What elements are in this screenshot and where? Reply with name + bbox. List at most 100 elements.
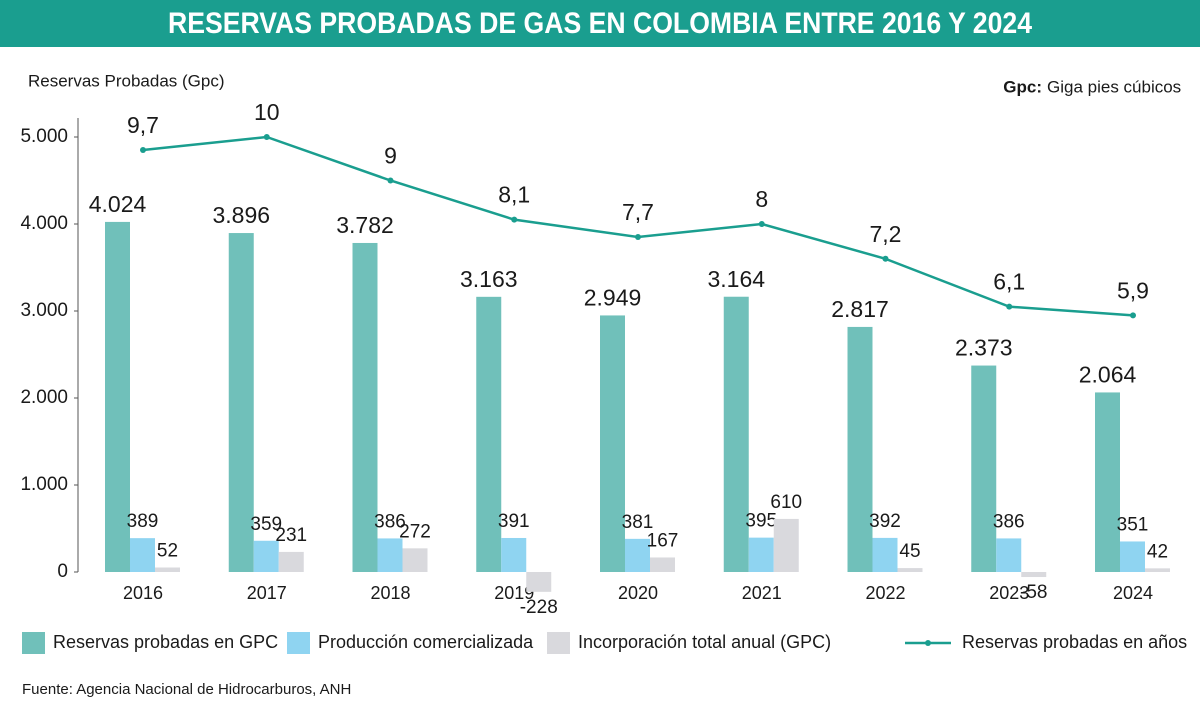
legend-label: Producción comercializada <box>318 632 534 652</box>
value-label: 389 <box>127 511 159 532</box>
bar <box>105 221 130 573</box>
value-label: 3.896 <box>212 202 270 228</box>
line-point <box>140 147 146 154</box>
x-tick-label: 2016 <box>123 583 163 603</box>
bar <box>650 557 675 572</box>
x-tick-label: 2020 <box>618 583 658 603</box>
note: Giga pies cúbicos <box>1047 77 1181 96</box>
value-label: 386 <box>374 511 406 532</box>
value-label: 272 <box>399 521 431 542</box>
line-point <box>1130 312 1136 319</box>
bar <box>748 537 774 572</box>
bar <box>1021 572 1047 578</box>
value-label: 8,1 <box>498 182 530 208</box>
value-label: 2.064 <box>1079 362 1137 388</box>
legend-swatch <box>287 632 310 654</box>
y-tick-label: 0 <box>57 561 68 582</box>
bar <box>897 568 923 572</box>
legend-label: Incorporación total anual (GPC) <box>578 632 831 652</box>
value-label: 2.373 <box>955 335 1013 361</box>
value-label: 2.817 <box>831 296 889 322</box>
bar <box>278 551 304 572</box>
line-point <box>511 216 518 223</box>
bar <box>847 326 873 572</box>
bar <box>1120 541 1145 572</box>
x-tick-label: 2023 <box>989 583 1029 603</box>
value-label: 167 <box>647 530 679 551</box>
value-label: 395 <box>745 511 777 532</box>
bar <box>501 537 527 572</box>
value-label: 3.782 <box>336 212 394 238</box>
x-tick-label: 2019 <box>494 583 534 603</box>
bar <box>600 315 625 572</box>
y-tick-label: 5.000 <box>20 126 68 147</box>
value-label: 359 <box>250 514 282 535</box>
value-label: 6,1 <box>993 269 1025 295</box>
x-tick-label: 2024 <box>1113 583 1153 603</box>
bar <box>625 538 650 572</box>
y-tick-label: 4.000 <box>20 213 68 234</box>
legend-swatch-dot <box>925 640 931 646</box>
bar <box>402 548 428 572</box>
y-tick-label: 3.000 <box>20 300 68 321</box>
bar <box>352 242 378 572</box>
value-label: 391 <box>498 511 530 532</box>
bar <box>996 538 1022 572</box>
legend-label: Reservas probadas en GPC <box>53 632 278 652</box>
bar <box>130 538 155 572</box>
y-tick-label: 1.000 <box>20 474 68 495</box>
value-label: 386 <box>993 511 1025 532</box>
x-tick-label: 2022 <box>865 583 905 603</box>
title-bar <box>0 0 1200 47</box>
value-label: 610 <box>770 492 802 513</box>
value-label: 381 <box>622 512 654 533</box>
line-point <box>758 221 765 227</box>
value-label: 3.163 <box>460 266 518 292</box>
line-point <box>635 234 641 241</box>
bar <box>476 296 502 572</box>
bar <box>773 518 799 572</box>
line-point <box>882 255 889 262</box>
value-label: 9 <box>384 143 397 169</box>
bar <box>526 572 552 592</box>
bar <box>155 567 180 572</box>
bar <box>253 540 279 572</box>
source: Fuente: Agencia Nacional de Hidrocarburo… <box>22 681 351 698</box>
value-label: 3.164 <box>707 266 765 292</box>
bar <box>377 538 403 572</box>
value-label: 7,7 <box>622 199 654 225</box>
value-label: 351 <box>1117 514 1149 535</box>
legend-swatch <box>547 632 570 654</box>
value-label: 7,2 <box>870 221 902 247</box>
value-label: 2.949 <box>584 285 642 311</box>
legend-swatch <box>22 632 45 654</box>
value-label: 45 <box>899 541 920 562</box>
legend-label: Reservas probadas en años <box>962 632 1187 652</box>
line-point <box>387 177 394 184</box>
note-label: Gpc: <box>1003 77 1042 96</box>
line-point <box>263 134 270 140</box>
x-tick-label: 2018 <box>370 583 410 603</box>
value-label: 42 <box>1147 541 1168 562</box>
line-point <box>1006 303 1013 310</box>
value-label: 4.024 <box>89 191 147 217</box>
bar <box>1095 392 1120 572</box>
bar <box>228 233 254 572</box>
value-label: 231 <box>275 525 307 546</box>
chart-title: RESERVAS PROBADAS DE GAS EN COLOMBIA ENT… <box>168 7 1032 40</box>
value-label: 52 <box>157 540 178 561</box>
y-tick-label: 2.000 <box>20 387 68 408</box>
y-axis-label: Reservas Probadas (Gpc) <box>28 71 225 90</box>
value-label: 9,7 <box>127 112 159 138</box>
value-label: 392 <box>869 511 901 532</box>
value-label: 10 <box>254 99 280 125</box>
value-label: 8 <box>755 186 768 212</box>
bar <box>723 296 749 572</box>
value-label: -58 <box>1020 582 1047 603</box>
bar <box>1145 568 1170 572</box>
bar <box>971 365 997 572</box>
x-tick-label: 2017 <box>247 583 287 603</box>
value-label: 5,9 <box>1117 277 1149 303</box>
